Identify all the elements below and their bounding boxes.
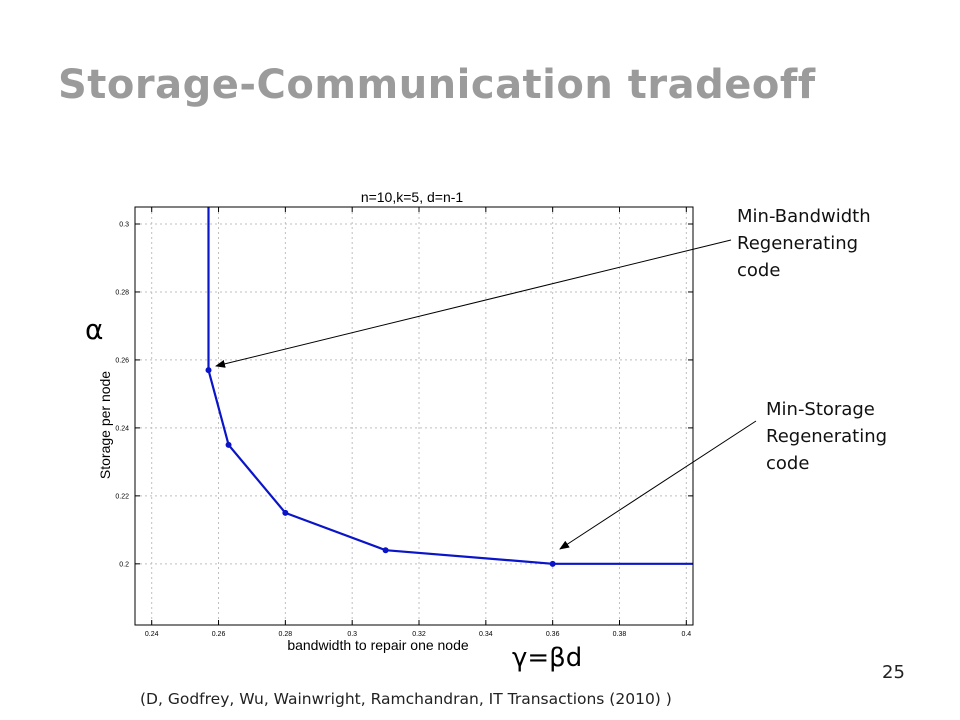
y-tick-label: 0.28 bbox=[115, 289, 129, 296]
min-bandwidth-annotation: Min-Bandwidth Regenerating code bbox=[737, 206, 871, 281]
min-bandwidth-arrow bbox=[215, 239, 732, 368]
y-tick-label: 0.2 bbox=[119, 561, 129, 568]
chart-title: n=10,k=5, d=n-1 bbox=[361, 189, 464, 205]
plot-frame bbox=[134, 206, 694, 626]
x-tick-label: 0.32 bbox=[412, 631, 426, 638]
x-tick-label: 0.3 bbox=[347, 631, 357, 638]
page-number: 25 bbox=[882, 662, 905, 683]
y-tick-labels: 0.2 0.22 0.24 0.26 0.28 0.3 bbox=[115, 221, 129, 568]
x-tick-label: 0.24 bbox=[145, 631, 159, 638]
x-tick-labels: 0.24 0.26 0.28 0.3 0.32 0.34 0.36 0.38 0.4 bbox=[145, 631, 691, 638]
alpha-label: α bbox=[85, 313, 104, 346]
x-tick-label: 0.34 bbox=[479, 631, 493, 638]
y-tick-label: 0.22 bbox=[115, 493, 129, 500]
min-storage-arrow bbox=[559, 420, 757, 550]
series-line-group bbox=[205, 207, 693, 567]
data-point bbox=[205, 367, 212, 374]
data-point bbox=[282, 509, 289, 516]
data-point bbox=[549, 560, 556, 567]
x-tick-label: 0.26 bbox=[212, 631, 226, 638]
x-tick-label: 0.36 bbox=[546, 631, 560, 638]
data-point bbox=[382, 547, 389, 554]
x-tick-label: 0.28 bbox=[279, 631, 293, 638]
slide-title: Storage-Communication tradeoff bbox=[58, 62, 816, 108]
y-tick-label: 0.24 bbox=[115, 425, 129, 432]
min-storage-annotation: Min-Storage Regenerating code bbox=[766, 399, 888, 474]
x-tick-label: 0.38 bbox=[613, 631, 627, 638]
y-tick-label: 0.26 bbox=[115, 357, 129, 364]
series-line bbox=[207, 207, 693, 565]
x-axis-label: bandwidth to repair one node bbox=[287, 637, 469, 653]
gamma-label: γ=βd bbox=[512, 643, 583, 673]
x-tick-label: 0.4 bbox=[681, 631, 691, 638]
citation: (D, Godfrey, Wu, Wainwright, Ramchandran… bbox=[140, 690, 672, 708]
y-axis-label: Storage per node bbox=[97, 371, 113, 479]
y-tick-label: 0.3 bbox=[119, 221, 129, 228]
data-point bbox=[225, 441, 232, 448]
